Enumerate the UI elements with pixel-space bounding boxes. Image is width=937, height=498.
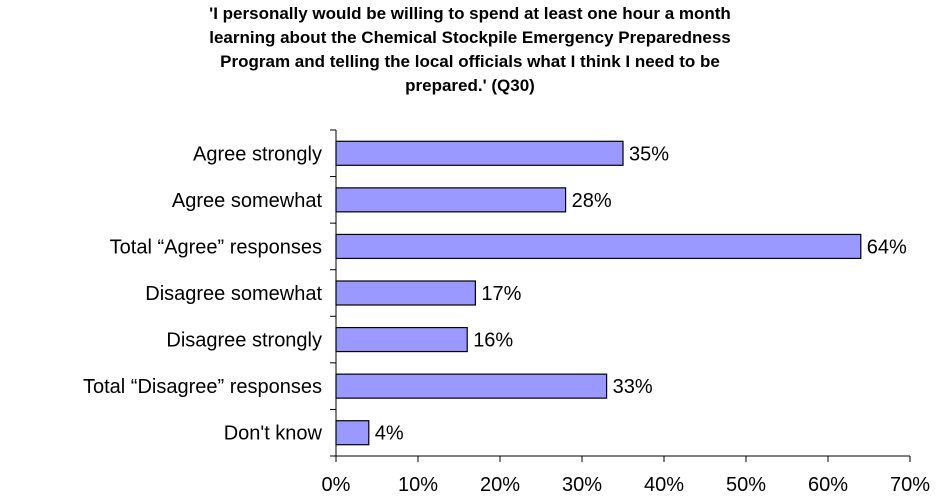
x-tick-label: 40% (644, 474, 684, 496)
x-tick-label: 10% (398, 474, 438, 496)
data-label: 28% (572, 190, 612, 212)
x-tick-label: 0% (322, 474, 351, 496)
data-label: 17% (481, 283, 521, 305)
plot-area: 0% 10% 20% 30% 40% 50% 60% 70% Agree strongly 35%… (83, 129, 930, 496)
data-label: 16% (473, 330, 513, 352)
data-label: 64% (867, 236, 907, 258)
bar (335, 420, 370, 446)
data-label: 33% (613, 376, 653, 398)
data-label: 4% (375, 423, 404, 445)
category-label: Agree somewhat (172, 190, 323, 212)
data-label: 35% (629, 143, 669, 165)
category-label: Disagree somewhat (145, 283, 322, 305)
bar (335, 187, 567, 213)
chart-title-line-1: 'I personally would be willing to spend … (209, 4, 731, 23)
bar (335, 233, 862, 260)
x-tick-label: 30% (562, 474, 602, 496)
bar (335, 140, 624, 166)
bar (335, 280, 476, 306)
category-label: Total “Agree” responses (110, 236, 322, 258)
category-label: Total “Disagree” responses (83, 376, 322, 398)
category-label: Agree strongly (193, 143, 322, 165)
bar (335, 326, 468, 353)
x-tick-label: 70% (890, 474, 930, 496)
bar (335, 373, 608, 399)
category-label: Disagree strongly (166, 330, 322, 352)
x-tick-label: 60% (808, 474, 848, 496)
category-label: Don't know (224, 423, 323, 445)
chart-title-line-3: Program and telling the local officials … (220, 52, 720, 71)
chart-title: 'I personally would be willing to spend … (70, 2, 870, 98)
chart-title-line-2: learning about the Chemical Stockpile Em… (209, 28, 731, 47)
chart-title-line-4: prepared.' (Q30) (405, 76, 535, 95)
x-tick-label: 20% (480, 474, 520, 496)
x-tick-label: 50% (726, 474, 766, 496)
